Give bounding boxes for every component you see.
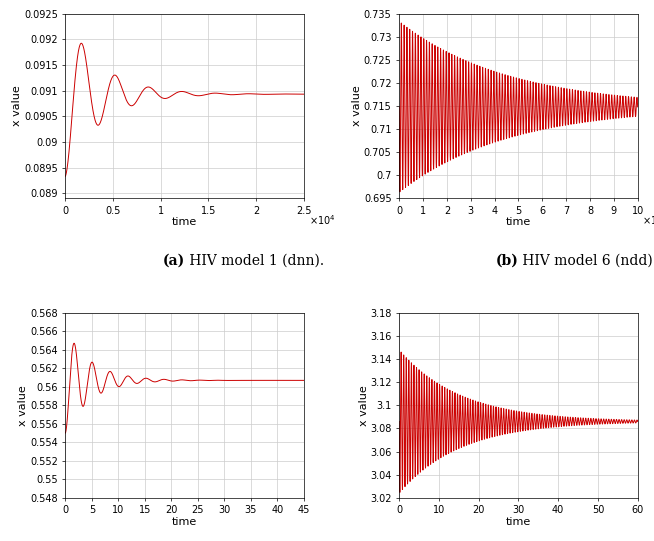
X-axis label: time: time bbox=[172, 217, 198, 227]
Text: $\times10^{4}$: $\times10^{4}$ bbox=[309, 213, 336, 227]
Text: HIV model 6 (ndd).: HIV model 6 (ndd). bbox=[519, 254, 654, 268]
X-axis label: time: time bbox=[172, 517, 198, 527]
Text: $\times10^{4}$: $\times10^{4}$ bbox=[642, 213, 654, 227]
X-axis label: time: time bbox=[506, 217, 531, 227]
Y-axis label: x value: x value bbox=[353, 85, 362, 126]
Text: HIV model 1 (dnn).: HIV model 1 (dnn). bbox=[184, 254, 324, 268]
Text: (b) HIV model 6 (ndd).: (b) HIV model 6 (ndd). bbox=[439, 254, 598, 268]
Text: (b): (b) bbox=[496, 254, 519, 268]
Y-axis label: x value: x value bbox=[18, 385, 29, 426]
Y-axis label: x value: x value bbox=[358, 385, 369, 426]
X-axis label: time: time bbox=[506, 517, 531, 527]
Y-axis label: x value: x value bbox=[12, 85, 22, 126]
Text: (a): (a) bbox=[162, 254, 184, 268]
Text: (a) HIV model 1 (dnn).: (a) HIV model 1 (dnn). bbox=[105, 254, 264, 268]
